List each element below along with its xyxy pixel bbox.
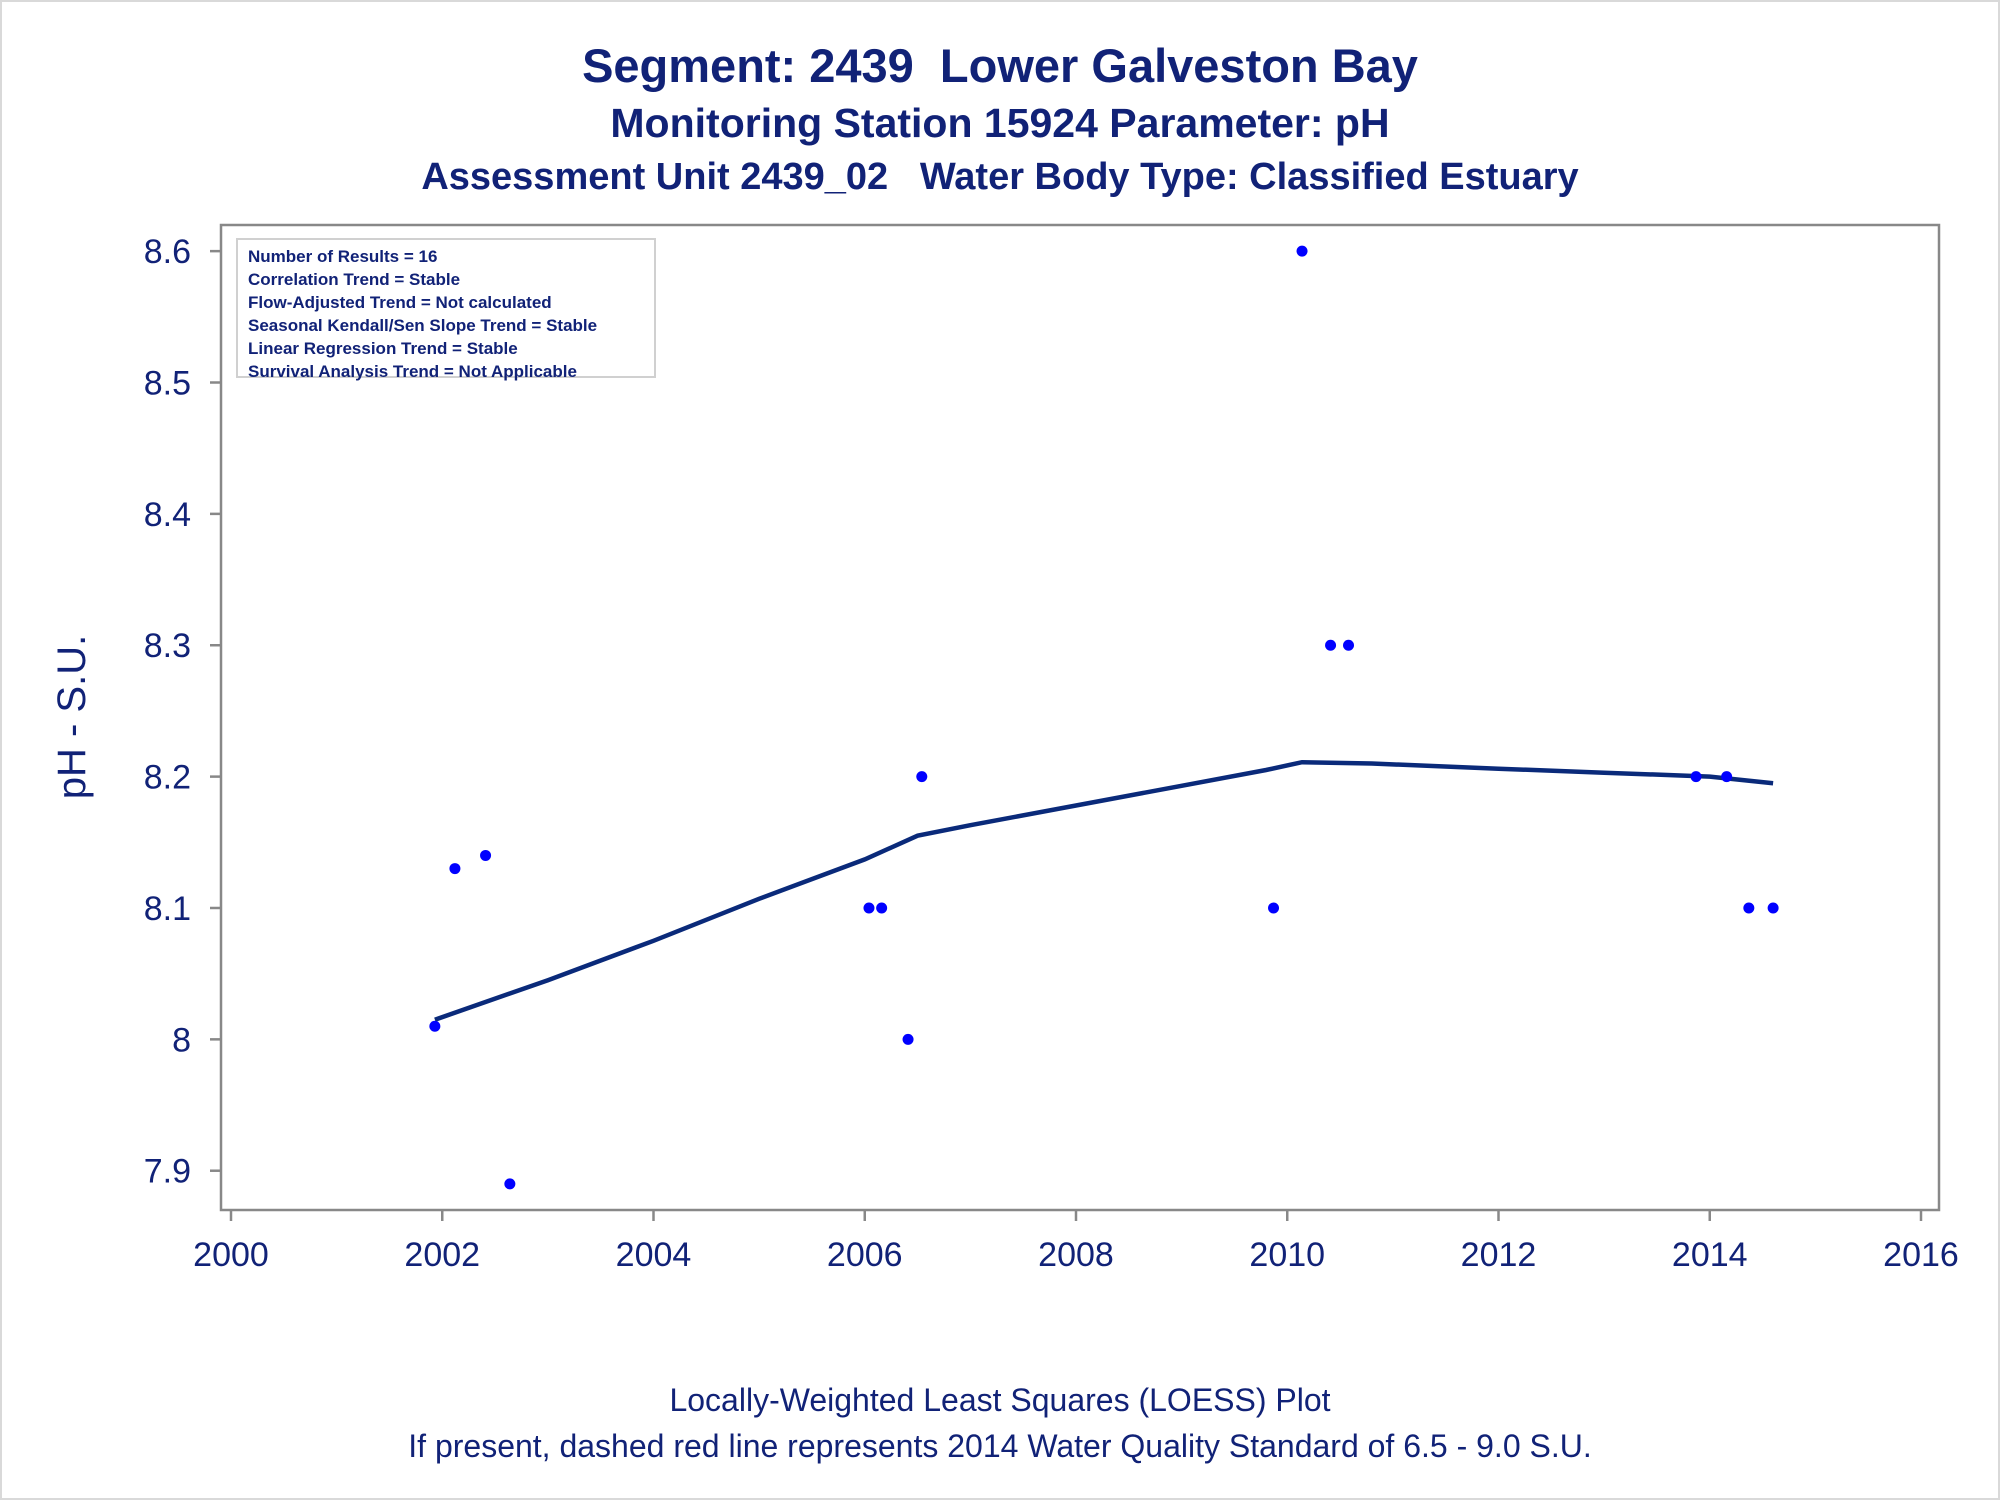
data-point <box>902 1033 914 1045</box>
x-tick-label: 2014 <box>1672 1236 1748 1274</box>
x-tick-label: 2006 <box>827 1236 903 1274</box>
stat-line: Number of Results = 16 <box>248 247 438 266</box>
stat-line: Correlation Trend = Stable <box>248 270 461 289</box>
data-point <box>480 849 492 861</box>
plot-area <box>219 223 1941 1212</box>
x-tick-label: 2016 <box>1883 1236 1959 1274</box>
data-point <box>449 863 461 875</box>
y-tick-label: 8 <box>172 1021 191 1059</box>
y-tick-label: 8.1 <box>144 890 191 928</box>
y-tick-label: 7.9 <box>144 1153 191 1191</box>
y-tick-label: 8.4 <box>144 496 191 534</box>
x-tick-label: 2002 <box>404 1236 480 1274</box>
data-point <box>1343 639 1355 651</box>
data-point <box>1296 245 1308 257</box>
data-point <box>1268 902 1280 914</box>
x-tick-label: 2012 <box>1461 1236 1537 1274</box>
stats-box: Number of Results = 16 Correlation Trend… <box>236 238 656 381</box>
data-point <box>876 902 888 914</box>
x-tick-label: 2010 <box>1249 1236 1325 1274</box>
footnote-2: If present, dashed red line represents 2… <box>408 1428 1592 1464</box>
data-points <box>429 245 1779 1190</box>
y-tick-label: 8.3 <box>144 627 191 665</box>
data-point <box>1721 771 1733 783</box>
x-tick-label: 2004 <box>616 1236 692 1274</box>
data-point <box>1690 771 1702 783</box>
data-point <box>1767 902 1779 914</box>
stat-line: Survival Analysis Trend = Not Applicable <box>248 362 577 381</box>
y-tick-label: 8.5 <box>144 365 191 403</box>
x-tick-label: 2000 <box>193 1236 269 1274</box>
data-point <box>916 771 928 783</box>
y-tick-label: 8.6 <box>144 233 191 271</box>
footnote-1: Locally-Weighted Least Squares (LOESS) P… <box>669 1382 1331 1418</box>
loess-line <box>434 759 1774 1022</box>
data-point <box>504 1178 516 1190</box>
y-tick-label: 8.2 <box>144 759 191 797</box>
chart-title: Segment: 2439 Lower Galveston Bay <box>582 39 1418 92</box>
x-axis: 2000 2002 2004 2006 2008 2010 2012 2014 2016 <box>193 1210 1959 1274</box>
stat-line: Seasonal Kendall/Sen Slope Trend = Stabl… <box>248 316 598 335</box>
chart-subtitle-2: Assessment Unit 2439_02 Water Body Type:… <box>421 156 1579 198</box>
data-point <box>863 902 875 914</box>
y-axis-title: pH - S.U. <box>50 635 94 799</box>
y-axis: 7.9 8 8.1 8.2 8.3 8.4 8.5 8.6 <box>144 233 221 1191</box>
chart-subtitle: Monitoring Station 15924 Parameter: pH <box>610 100 1390 146</box>
data-point <box>429 1020 441 1032</box>
data-point <box>1743 902 1755 914</box>
x-tick-label: 2008 <box>1038 1236 1114 1274</box>
stat-line: Linear Regression Trend = Stable <box>248 339 518 358</box>
data-point <box>1325 639 1337 651</box>
stat-line: Flow-Adjusted Trend = Not calculated <box>248 293 552 312</box>
